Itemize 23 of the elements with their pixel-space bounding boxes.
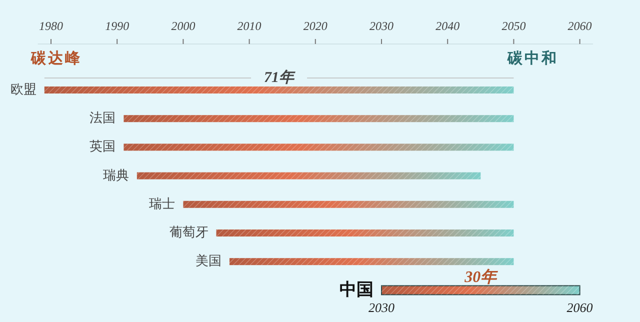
y-tick-label: 葡萄牙	[169, 226, 208, 240]
x-tick-label: 2060	[568, 19, 592, 33]
x-tick-label: 2020	[303, 19, 328, 33]
text: 碳中和	[506, 49, 558, 67]
y-tick-label: 欧盟	[10, 82, 36, 98]
y-tick-label: 瑞士	[149, 196, 176, 212]
y-tick-label: 法国	[90, 111, 116, 126]
y-tick-label: 瑞典	[102, 168, 129, 184]
x-tick-label: 2050	[502, 19, 526, 33]
y-tick-label: 美国	[195, 253, 222, 270]
annotation: 30年	[464, 268, 499, 286]
annotation: 71年	[264, 69, 296, 86]
y-tick-label: 中国	[340, 280, 374, 300]
x-tick-label: 1990	[105, 19, 130, 33]
annotation: 2060	[566, 300, 594, 316]
x-tick-label: 1980	[39, 19, 63, 33]
x-tick-label: 2040	[436, 19, 460, 33]
y-tick-label: 英国	[90, 140, 116, 155]
text: 碳达峰	[30, 49, 82, 67]
x-tick-label: 2030	[370, 19, 394, 33]
annotation: 2030	[368, 300, 395, 316]
x-tick-label: 2010	[237, 19, 262, 33]
x-tick-label: 2000	[171, 19, 196, 33]
